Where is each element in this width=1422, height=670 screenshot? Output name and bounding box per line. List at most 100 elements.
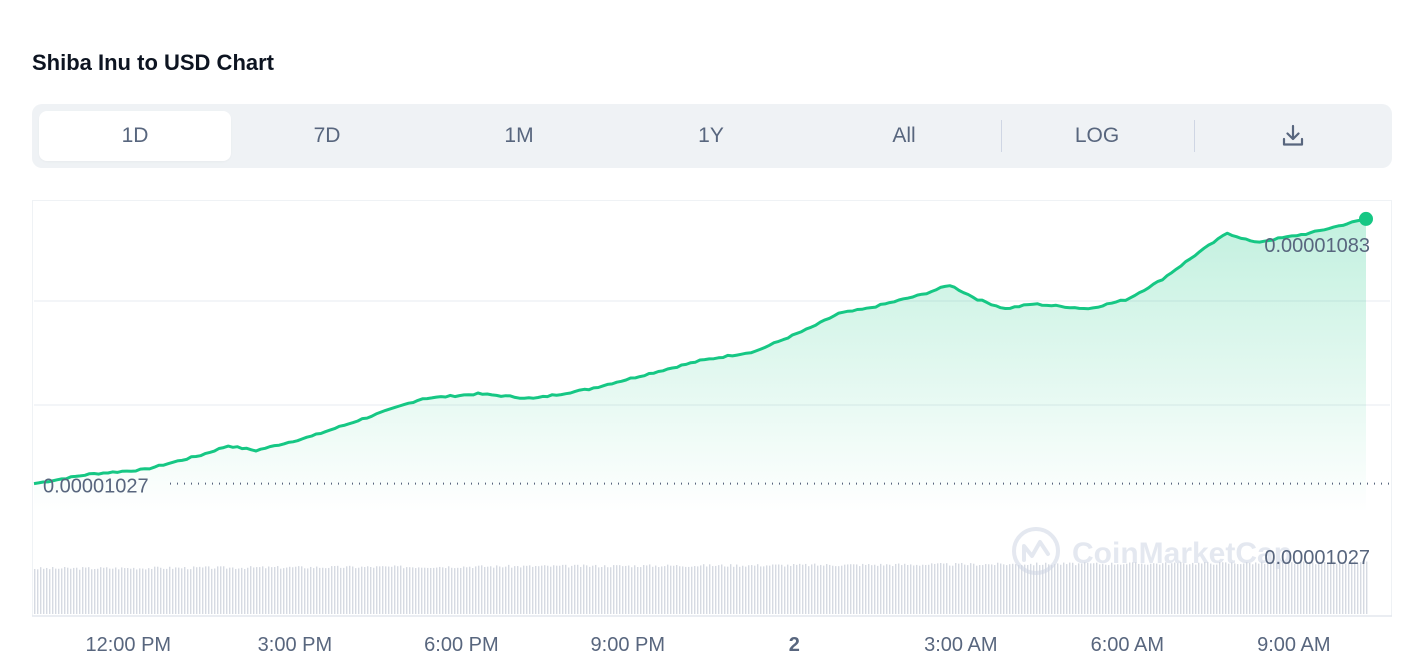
volume-bar (247, 567, 249, 614)
tab-all[interactable]: All (892, 124, 916, 147)
volume-bar (742, 565, 744, 614)
volume-bar (979, 564, 981, 614)
volume-bar (1063, 562, 1065, 614)
volume-bar (976, 565, 978, 614)
volume-bar (310, 566, 312, 614)
volume-bar (637, 567, 639, 614)
volume-bar (1351, 562, 1353, 614)
volume-bar (490, 566, 492, 614)
volume-bar (1018, 565, 1020, 614)
volume-bar (739, 566, 741, 614)
volume-bar (55, 568, 57, 614)
tab-1d[interactable]: 1D (39, 111, 231, 161)
volume-bar (952, 565, 954, 614)
volume-bar (184, 567, 186, 614)
volume-bar (778, 564, 780, 614)
volume-bar (439, 566, 441, 614)
volume-bar (916, 564, 918, 614)
download-button[interactable] (1195, 111, 1391, 161)
volume-bar (1072, 562, 1074, 614)
volume-bar (1120, 564, 1122, 614)
volume-bar (1255, 562, 1257, 614)
volume-bar (136, 569, 138, 614)
watermark: CoinMarketCap (1012, 527, 1292, 575)
volume-bar (355, 568, 357, 614)
tab-1m[interactable]: 1M (504, 124, 534, 147)
volume-bar (64, 567, 66, 614)
volume-bar (664, 566, 666, 614)
volume-bar (604, 565, 606, 614)
tab-7d[interactable]: 7D (313, 124, 341, 147)
volume-bar (391, 566, 393, 614)
volume-bar (871, 565, 873, 614)
chart-title: Shiba Inu to USD Chart (32, 50, 274, 75)
volume-bar (157, 566, 159, 614)
volume-bar (217, 566, 219, 614)
volume-bar (880, 563, 882, 614)
current-price-dot[interactable] (1359, 211, 1373, 226)
volume-bar (949, 565, 951, 614)
volume-bar (649, 564, 651, 614)
volume-bar (550, 566, 552, 614)
volume-bar (160, 567, 162, 614)
volume-bar (1144, 564, 1146, 614)
volume-bar (1258, 563, 1260, 614)
volume-bar (1288, 562, 1290, 614)
volume-bar (232, 567, 234, 614)
log-scale-toggle[interactable]: LOG (1074, 124, 1120, 147)
volume-bar (1225, 562, 1227, 614)
volume-bar (715, 565, 717, 614)
volume-bar (1177, 563, 1179, 614)
volume-bar (1015, 564, 1017, 614)
price-area (34, 218, 1366, 512)
volume-bar (868, 564, 870, 614)
volume-bar (1093, 563, 1095, 614)
volume-bar (817, 565, 819, 614)
volume-bar (967, 565, 969, 614)
volume-bar (505, 566, 507, 614)
volume-bar (115, 567, 117, 614)
volume-bar (901, 565, 903, 614)
volume-bar (409, 567, 411, 614)
volume-bar (1033, 565, 1035, 614)
volume-bar (1360, 562, 1362, 614)
volume-bar (760, 566, 762, 614)
volume-bar (223, 566, 225, 614)
volume-bar (1132, 562, 1134, 614)
volume-bar (1117, 564, 1119, 614)
volume-bar (658, 567, 660, 614)
volume-bar (1171, 563, 1173, 614)
volume-bar (175, 567, 177, 614)
volume-bar (1357, 563, 1359, 614)
volume-bar (1312, 562, 1314, 614)
download-icon (1282, 124, 1304, 146)
volume-bar (472, 567, 474, 614)
volume-bar (862, 563, 864, 614)
volume-bar (721, 564, 723, 614)
volume-bar (1243, 563, 1245, 614)
volume-bar (985, 564, 987, 614)
volume-bar (1021, 565, 1023, 614)
volume-bar (265, 568, 267, 614)
volume-bar (244, 568, 246, 614)
volume-bar (1273, 562, 1275, 614)
volume-bar (112, 568, 114, 614)
open-price-label: 0.00001027 (43, 476, 149, 498)
volume-bar (838, 566, 840, 614)
volume-bar (130, 568, 132, 614)
volume-bar (628, 565, 630, 614)
volume-bar (1162, 563, 1164, 614)
volume-bar (751, 565, 753, 614)
volume-bar (1024, 564, 1026, 614)
volume-bar (565, 564, 567, 614)
volume-bar (1195, 564, 1197, 614)
volume-bar (685, 566, 687, 614)
tab-1y[interactable]: 1Y (698, 124, 724, 147)
volume-bar (124, 568, 126, 614)
coinmarketcap-logo-icon (1012, 527, 1060, 575)
volume-bar (94, 569, 96, 614)
volume-bar (514, 566, 516, 614)
volume-bar (1321, 562, 1323, 614)
volume-bar (1138, 563, 1140, 614)
